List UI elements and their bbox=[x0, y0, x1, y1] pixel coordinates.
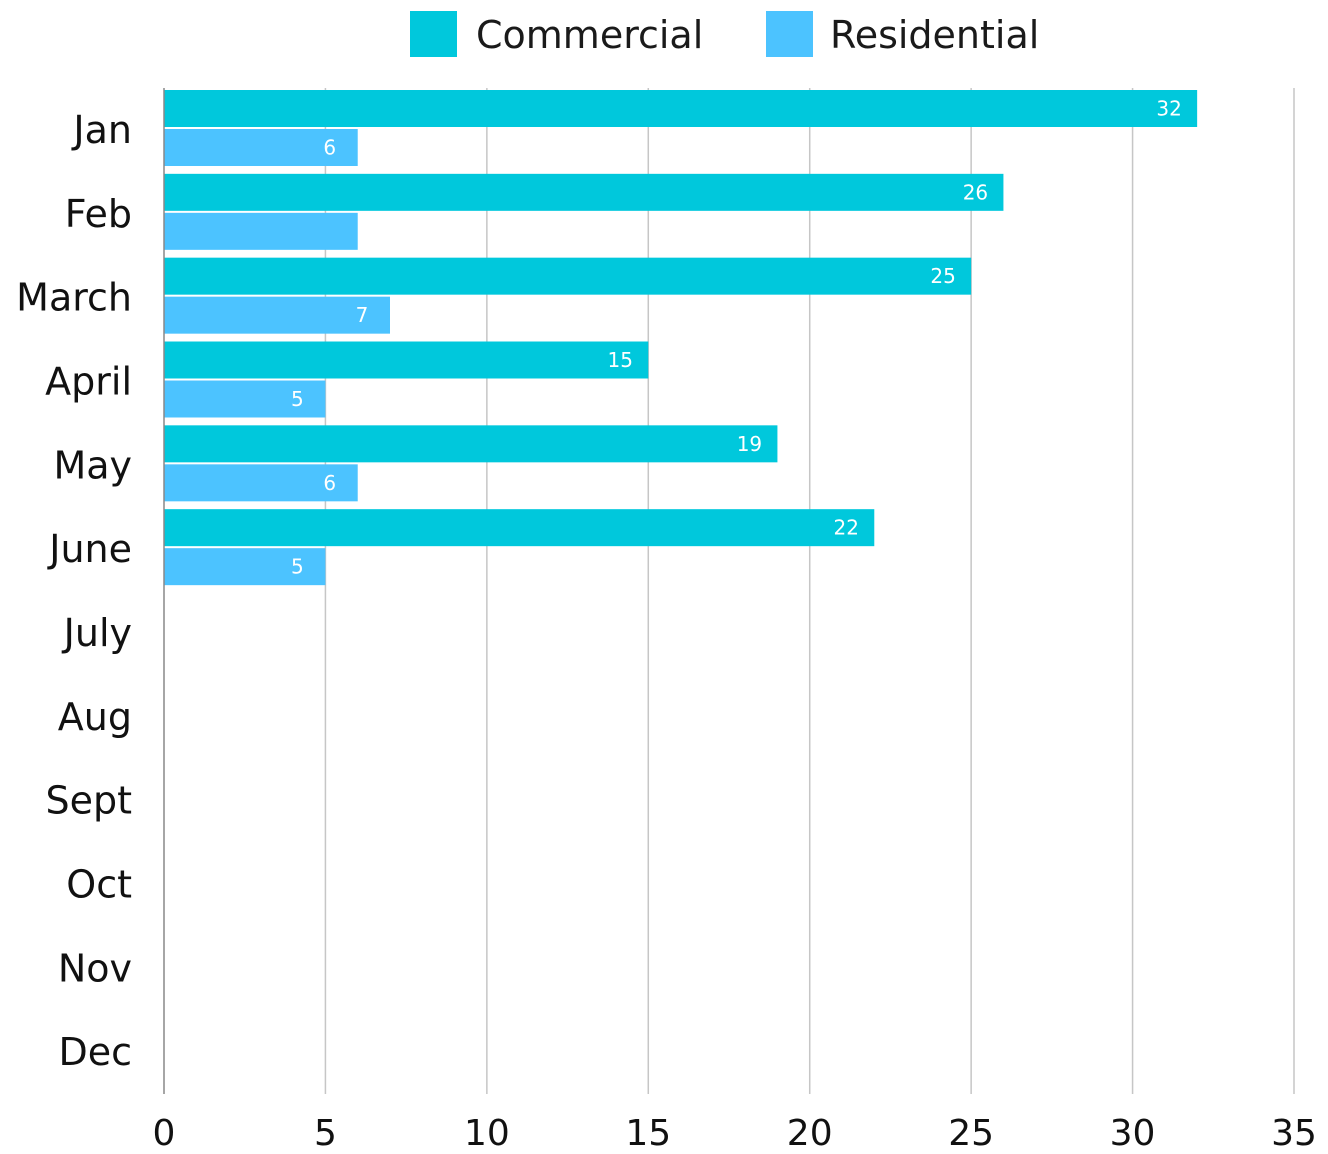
category-label: June bbox=[47, 527, 132, 571]
bar-residential bbox=[164, 464, 358, 502]
data-label: 25 bbox=[930, 264, 955, 288]
data-label: 7 bbox=[356, 303, 369, 327]
legend-label-commercial: Commercial bbox=[476, 13, 703, 57]
bar-residential bbox=[164, 212, 358, 250]
data-label: 15 bbox=[608, 348, 633, 372]
bar-residential bbox=[164, 129, 358, 166]
category-label: Oct bbox=[66, 862, 132, 906]
data-label: 32 bbox=[1156, 97, 1181, 121]
bar-residential bbox=[164, 548, 326, 586]
bar-residential bbox=[164, 296, 390, 334]
data-label: 6 bbox=[323, 471, 336, 495]
data-label: 26 bbox=[963, 180, 988, 204]
category-label: March bbox=[16, 276, 132, 320]
legend: Commercial Residential bbox=[410, 11, 1039, 57]
legend-swatch-commercial bbox=[410, 11, 457, 57]
category-label: July bbox=[62, 611, 132, 655]
data-label: 5 bbox=[291, 555, 304, 579]
data-label: 22 bbox=[834, 516, 859, 540]
bar-commercial bbox=[164, 341, 649, 379]
x-tick-label: 0 bbox=[153, 1113, 176, 1150]
category-label: April bbox=[45, 359, 132, 403]
bar-commercial bbox=[164, 173, 1004, 211]
category-label: Aug bbox=[58, 695, 132, 739]
x-tick-label: 25 bbox=[948, 1113, 994, 1150]
x-tick-label: 35 bbox=[1271, 1113, 1317, 1150]
x-tick-label: 30 bbox=[1110, 1113, 1156, 1150]
axis-layer: 0 5 10 15 20 25 30 35 Jan Feb March April May June Jul… bbox=[16, 88, 1317, 1154]
x-tick-label: 10 bbox=[464, 1113, 510, 1150]
data-label: 6 bbox=[323, 136, 336, 160]
legend-swatch-residential bbox=[766, 11, 813, 57]
bar-layer: 32 26 25 15 19 22 6 7 5 6 5 bbox=[164, 90, 1198, 586]
bar-commercial bbox=[164, 425, 778, 463]
bar-commercial bbox=[164, 90, 1198, 127]
category-label: Sept bbox=[45, 779, 132, 823]
x-tick-label: 15 bbox=[625, 1113, 671, 1150]
grid-layer bbox=[324, 88, 1295, 1094]
category-label: Nov bbox=[58, 946, 132, 990]
legend-label-residential: Residential bbox=[830, 13, 1039, 57]
bar-commercial bbox=[164, 509, 875, 547]
x-tick-label: 20 bbox=[787, 1113, 833, 1150]
data-label: 19 bbox=[737, 432, 762, 456]
data-label: 5 bbox=[291, 387, 304, 411]
category-label: Feb bbox=[65, 192, 132, 236]
category-label: May bbox=[53, 443, 132, 487]
x-tick-label: 5 bbox=[314, 1113, 337, 1150]
bar-commercial bbox=[164, 257, 972, 295]
category-label: Dec bbox=[58, 1030, 132, 1074]
bar-residential bbox=[164, 380, 326, 418]
category-label: Jan bbox=[71, 108, 132, 152]
